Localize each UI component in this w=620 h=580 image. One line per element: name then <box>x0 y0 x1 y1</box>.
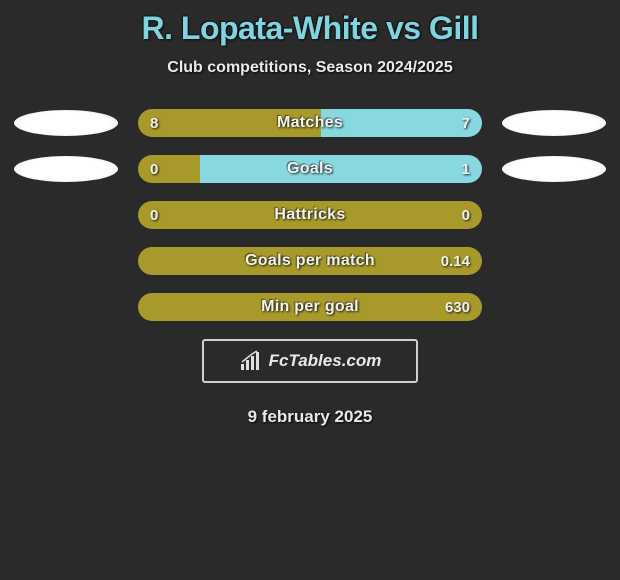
stat-label: Min per goal <box>138 293 482 321</box>
stat-value-left: 8 <box>150 109 158 137</box>
stat-label: Goals <box>138 155 482 183</box>
team-logo-left <box>14 110 118 136</box>
stat-label: Matches <box>138 109 482 137</box>
stat-row: Goals0 1 <box>0 155 620 183</box>
logo-spacer <box>14 202 118 228</box>
stat-label: Goals per match <box>138 247 482 275</box>
stat-value-right: 7 <box>462 109 470 137</box>
comparison-infographic: R. Lopata-White vs Gill Club competition… <box>0 0 620 427</box>
team-logo-left <box>14 156 118 182</box>
stat-label: Hattricks <box>138 201 482 229</box>
stat-row: Hattricks0 0 <box>0 201 620 229</box>
logo-spacer <box>14 294 118 320</box>
brand-chart-icon <box>239 350 263 372</box>
stat-row: Min per goal630 <box>0 293 620 321</box>
stat-rows: Matches87Goals01Hattricks00Goals per mat… <box>0 109 620 321</box>
stat-value-right: 0 <box>462 201 470 229</box>
subtitle: Club competitions, Season 2024/2025 <box>0 59 620 77</box>
stat-bar: Goals0 1 <box>138 155 482 183</box>
stat-value-left: 0 <box>150 155 158 183</box>
stat-row: Goals per match0.14 <box>0 247 620 275</box>
team-logo-right <box>502 110 606 136</box>
stat-value-right: 1 <box>462 155 470 183</box>
page-title: R. Lopata-White vs Gill <box>0 10 620 47</box>
logo-spacer <box>502 202 606 228</box>
date-text: 9 february 2025 <box>0 407 620 427</box>
team-logo-right <box>502 156 606 182</box>
stat-row: Matches8 7 <box>0 109 620 137</box>
logo-spacer <box>502 248 606 274</box>
brand-box: FcTables.com <box>202 339 418 383</box>
stat-bar: Goals per match0.14 <box>138 247 482 275</box>
stat-value-right: 630 <box>445 293 470 321</box>
stat-bar: Min per goal630 <box>138 293 482 321</box>
brand-text: FcTables.com <box>269 351 382 371</box>
logo-spacer <box>502 294 606 320</box>
logo-spacer <box>14 248 118 274</box>
stat-bar: Hattricks0 0 <box>138 201 482 229</box>
stat-value-left: 0 <box>150 201 158 229</box>
stat-value-right: 0.14 <box>441 247 470 275</box>
stat-bar: Matches8 7 <box>138 109 482 137</box>
